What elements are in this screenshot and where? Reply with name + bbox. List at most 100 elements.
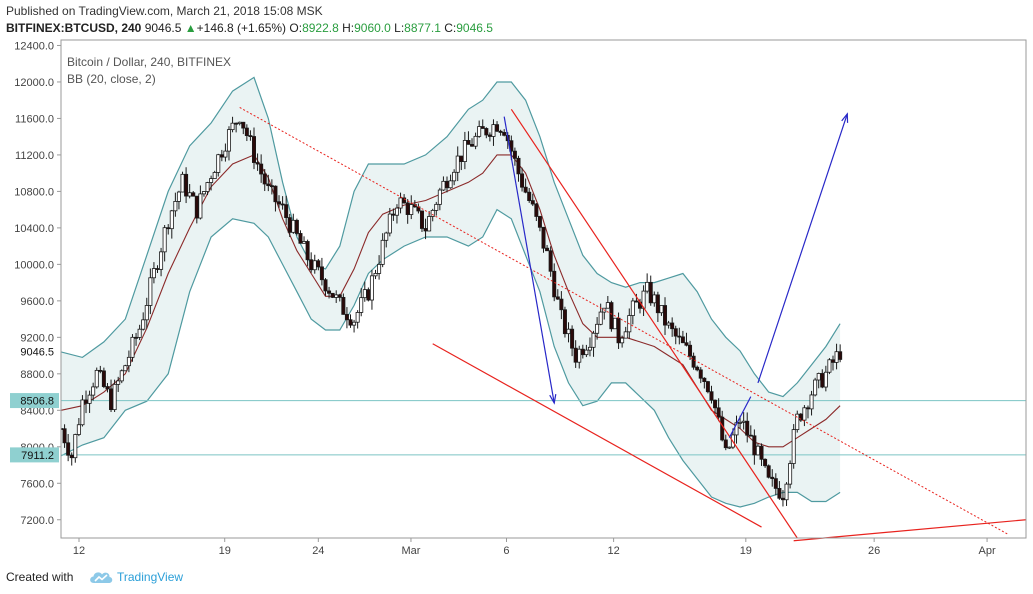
- candle-body: [537, 216, 542, 228]
- candle-body: [373, 273, 378, 277]
- candle-body: [666, 322, 671, 326]
- x-tick-label: 12: [73, 545, 85, 557]
- candle-body: [491, 124, 496, 137]
- candle: [105, 383, 110, 393]
- candle-body: [788, 463, 793, 485]
- candle: [434, 201, 439, 216]
- candle-body: [405, 202, 410, 215]
- candle: [548, 246, 553, 277]
- candle: [495, 121, 500, 133]
- candle-body: [698, 369, 703, 379]
- candle-body: [194, 195, 199, 219]
- candle-body: [391, 213, 396, 216]
- candle: [545, 244, 550, 252]
- created-with-label: Created with: [6, 570, 74, 584]
- candle-body: [205, 182, 210, 192]
- candle: [148, 268, 153, 315]
- candle: [66, 433, 71, 462]
- candle-body: [169, 210, 174, 230]
- candle: [216, 153, 221, 177]
- open-value: 8922.8: [302, 21, 339, 35]
- candle-body: [423, 228, 428, 232]
- candle: [634, 293, 639, 303]
- candle: [298, 230, 303, 244]
- candle: [101, 367, 106, 389]
- candle: [266, 174, 271, 192]
- y-tick-label: 10000.0: [14, 259, 54, 271]
- candle: [116, 376, 121, 392]
- candle-body: [727, 446, 732, 449]
- candle-body: [584, 349, 589, 356]
- candle: [151, 262, 156, 284]
- candle: [813, 377, 818, 397]
- candle-body: [838, 351, 843, 360]
- tradingview-cloud-icon[interactable]: [88, 568, 114, 586]
- candle-body: [76, 424, 81, 435]
- candle-body: [248, 135, 253, 138]
- y-tick-label: 11200.0: [15, 150, 54, 162]
- candle: [763, 458, 768, 468]
- candle-body: [702, 377, 707, 382]
- candle: [427, 211, 432, 232]
- candle-body: [105, 386, 110, 390]
- candle: [559, 291, 564, 320]
- candle-body: [309, 259, 314, 271]
- candle-body: [94, 369, 99, 388]
- candle-body: [280, 203, 285, 206]
- candle-body: [151, 268, 156, 279]
- candle-body: [520, 173, 525, 188]
- bollinger-lower: [61, 208, 841, 508]
- candle-body: [216, 154, 221, 173]
- tradingview-link[interactable]: TradingView: [117, 570, 184, 584]
- candle-body: [562, 309, 567, 335]
- footer: Created with TradingView: [0, 562, 1033, 594]
- candle-body: [591, 332, 596, 348]
- candle: [648, 275, 653, 306]
- candle: [244, 124, 249, 142]
- candle: [838, 344, 843, 363]
- candle: [327, 286, 332, 299]
- candle-body: [487, 134, 492, 137]
- candle-body: [773, 478, 778, 489]
- candle-body: [344, 313, 349, 321]
- high-label: H:: [342, 21, 355, 35]
- candle: [130, 334, 135, 362]
- candle-body: [630, 300, 635, 316]
- candle-body: [380, 239, 385, 265]
- candle-body: [269, 185, 274, 188]
- candle-body: [759, 445, 764, 460]
- trendline-red: [432, 343, 762, 528]
- y-tick-label: 12000.0: [14, 77, 54, 89]
- candle-body: [337, 294, 342, 298]
- candle: [284, 195, 289, 225]
- candle-body: [684, 342, 689, 346]
- candle: [591, 330, 596, 357]
- candle: [688, 340, 693, 360]
- candle-body: [262, 173, 267, 185]
- candle-body: [323, 279, 328, 292]
- candle-body: [80, 399, 85, 426]
- y-tick-label: 8400.0: [20, 405, 54, 417]
- candle-body: [330, 292, 335, 298]
- candle: [655, 291, 660, 322]
- y-tick-label: 10400.0: [14, 223, 54, 235]
- indicator-label[interactable]: BB (20, close, 2): [67, 72, 156, 86]
- candle: [394, 204, 399, 224]
- price-label-box: [10, 343, 59, 359]
- low-label: L:: [394, 21, 405, 35]
- trendline-red: [793, 519, 1027, 542]
- symbol-label: BITFINEX:BTCUSD, 240: [6, 21, 142, 35]
- candle: [69, 452, 74, 466]
- candle: [223, 143, 228, 162]
- candle: [73, 433, 78, 463]
- candle-body: [101, 370, 106, 387]
- candle: [530, 193, 535, 207]
- candle-body: [466, 140, 471, 145]
- candle: [630, 297, 635, 325]
- candle: [598, 303, 603, 326]
- x-tick-label: 6: [503, 545, 509, 557]
- candle-body: [716, 407, 721, 418]
- candle-body: [430, 209, 435, 217]
- price-label-box: [10, 447, 59, 463]
